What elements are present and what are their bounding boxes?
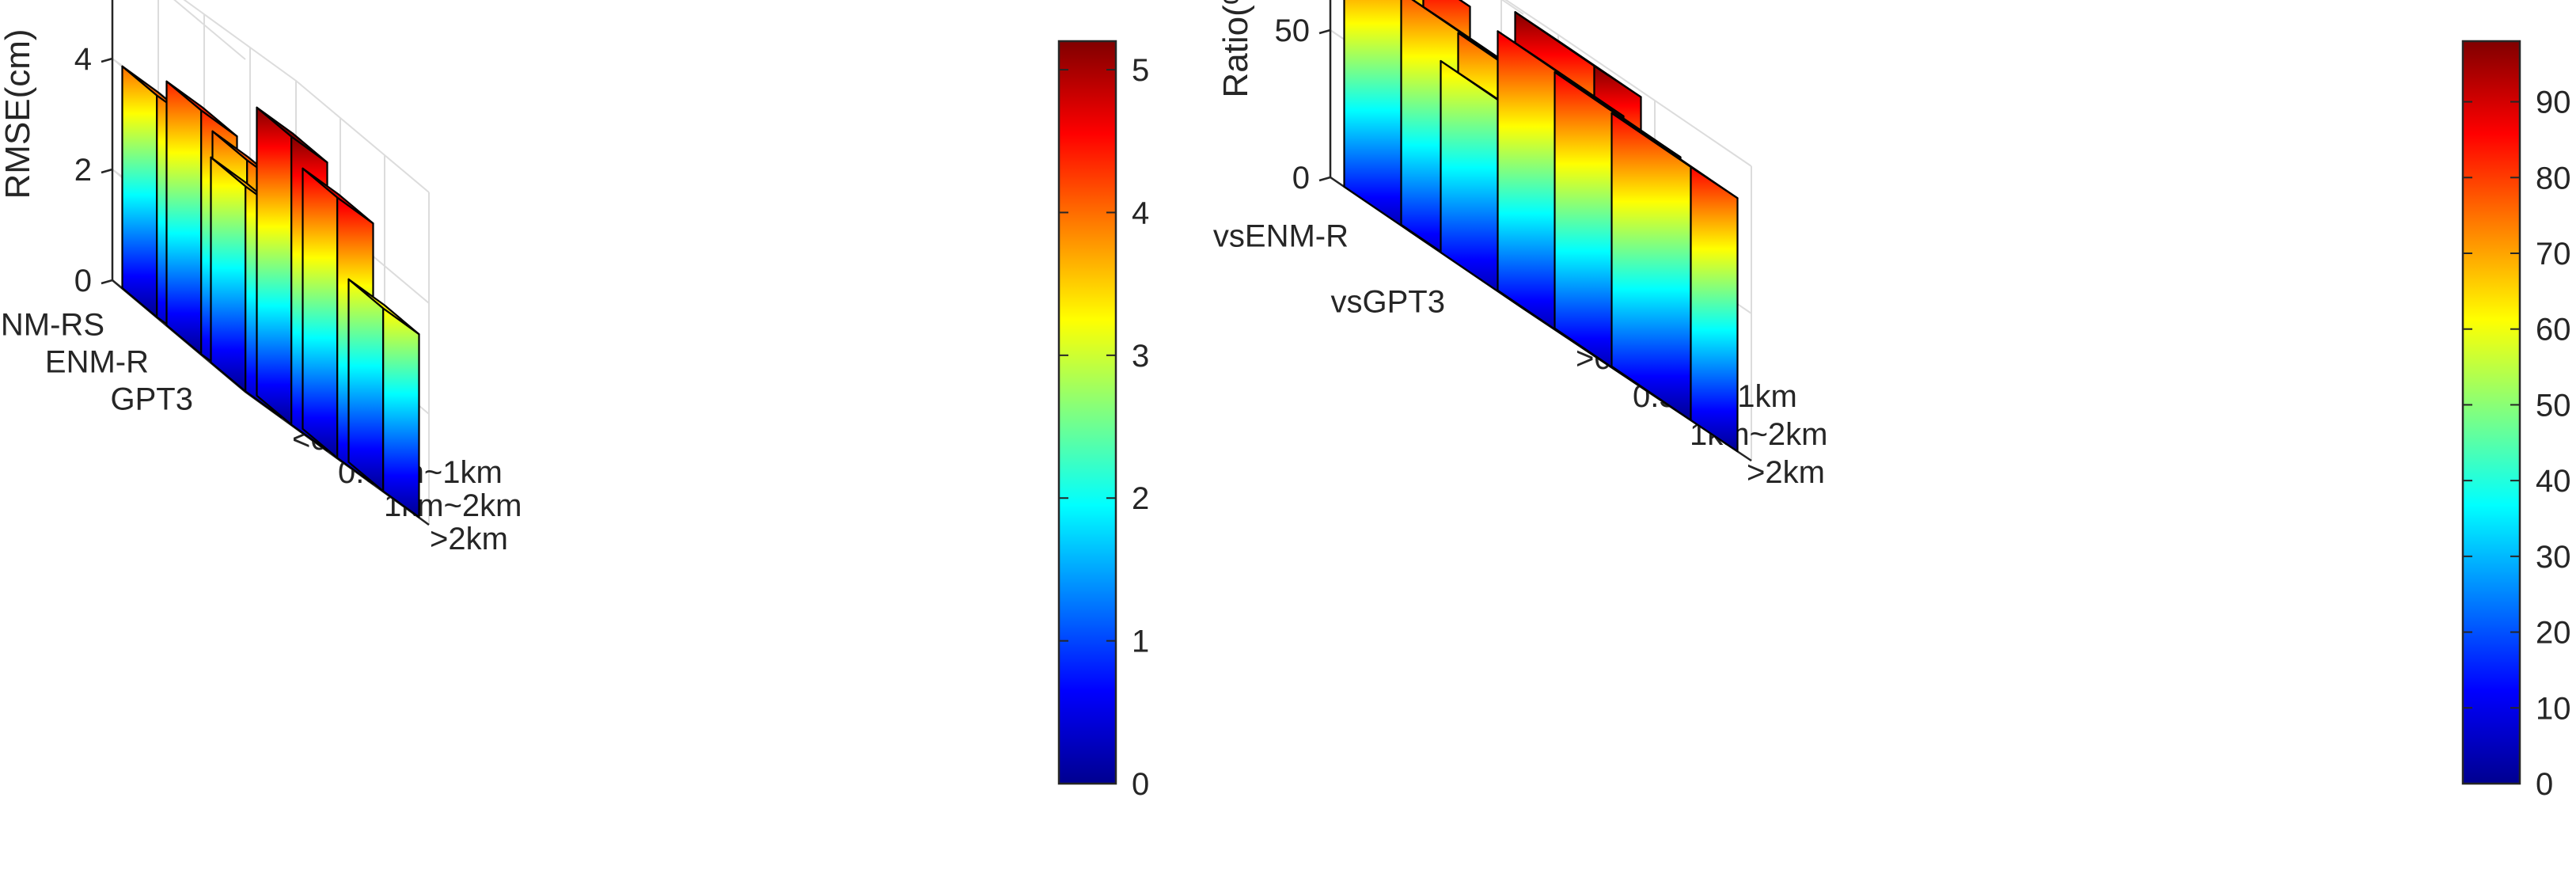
bar-top-face bbox=[302, 167, 374, 225]
colorbar-gradient bbox=[1057, 40, 1117, 785]
z-tick-label: 0 bbox=[74, 264, 92, 298]
depth-category-label: ENM-RS bbox=[0, 308, 104, 343]
colorbar: 0 1 2 3 4 5 bbox=[1057, 40, 1149, 802]
z-tick-label: 2 bbox=[74, 153, 92, 188]
bar-top-face bbox=[1554, 70, 1682, 158]
colorbar-tick-label: 20 bbox=[2536, 616, 2571, 651]
bar-top-face bbox=[1610, 112, 1739, 199]
bar-top-face bbox=[1514, 11, 1642, 98]
colorbar: 0 10 20 30 40 50 60 70 80 90 bbox=[2461, 40, 2571, 802]
bar-top-face bbox=[347, 278, 420, 336]
colorbar-tick-label: 0 bbox=[2536, 767, 2553, 802]
bar-side-face bbox=[210, 156, 247, 393]
width-category-label: >2km bbox=[1747, 455, 1825, 490]
colorbar-tick-label: 50 bbox=[2536, 388, 2571, 423]
z-tick-label: 50 bbox=[1275, 13, 1311, 48]
depth-category-label: vsENM-R bbox=[1213, 219, 1349, 254]
bar-front-face bbox=[382, 307, 420, 518]
colorbar-tick-label: 70 bbox=[2536, 237, 2571, 272]
z-axis-label: RMSE(cm) bbox=[0, 28, 37, 199]
depth-category-label: vsGPT3 bbox=[1331, 285, 1445, 320]
bar-side-face bbox=[165, 80, 203, 355]
bars bbox=[1343, 0, 1739, 453]
bar-side-face bbox=[256, 106, 293, 426]
z-tick-label: 4 bbox=[74, 42, 92, 77]
bars bbox=[121, 65, 420, 518]
bar-side-face bbox=[121, 65, 158, 318]
bar-top-face bbox=[1458, 0, 1471, 8]
bar-vsGPT3->2km bbox=[1610, 112, 1739, 453]
colorbar-tick-label: 40 bbox=[2536, 464, 2571, 499]
colorbar-tick-label: 90 bbox=[2536, 85, 2571, 120]
bar-top-face bbox=[1497, 30, 1625, 117]
bar-top-face bbox=[256, 106, 328, 164]
colorbar-tick-label: 60 bbox=[2536, 313, 2571, 347]
z-tick-label: 0 bbox=[1292, 161, 1310, 196]
colorbar-tick-label: 4 bbox=[1132, 196, 1149, 230]
depth-category-label: ENM-R bbox=[45, 345, 149, 380]
colorbar-gradient bbox=[2461, 40, 2521, 785]
colorbar-tick-label: 80 bbox=[2536, 161, 2571, 196]
depth-category-label: GPT3 bbox=[111, 382, 193, 417]
colorbar-tick-label: 10 bbox=[2536, 691, 2571, 726]
colorbar-tick-label: 3 bbox=[1132, 339, 1149, 374]
rmse-3d-bar-chart: 0246RMSE(cm)GPT3ENM-RENM-RS<0.5km0.5km~1… bbox=[0, 0, 1149, 802]
colorbar-tick-label: 5 bbox=[1132, 53, 1149, 88]
colorbar-tick-label: 0 bbox=[1132, 767, 1149, 802]
ratio-3d-bar-chart: 050100Ratio(%)vsGPT3vsENM-R>0.5km0.5km~1… bbox=[1213, 0, 2571, 802]
colorbar-tick-label: 30 bbox=[2536, 540, 2571, 575]
bar-side-face bbox=[302, 167, 339, 459]
width-category-label: >2km bbox=[430, 522, 508, 556]
bar-top-face bbox=[165, 80, 238, 138]
bar-side-face bbox=[347, 278, 385, 492]
colorbar-tick-label: 2 bbox=[1132, 481, 1149, 516]
z-axis-label: Ratio(%) bbox=[1216, 0, 1255, 98]
bar-front-face bbox=[1690, 165, 1739, 453]
bar-GPT3->2km bbox=[347, 278, 420, 518]
colorbar-tick-label: 1 bbox=[1132, 625, 1149, 659]
